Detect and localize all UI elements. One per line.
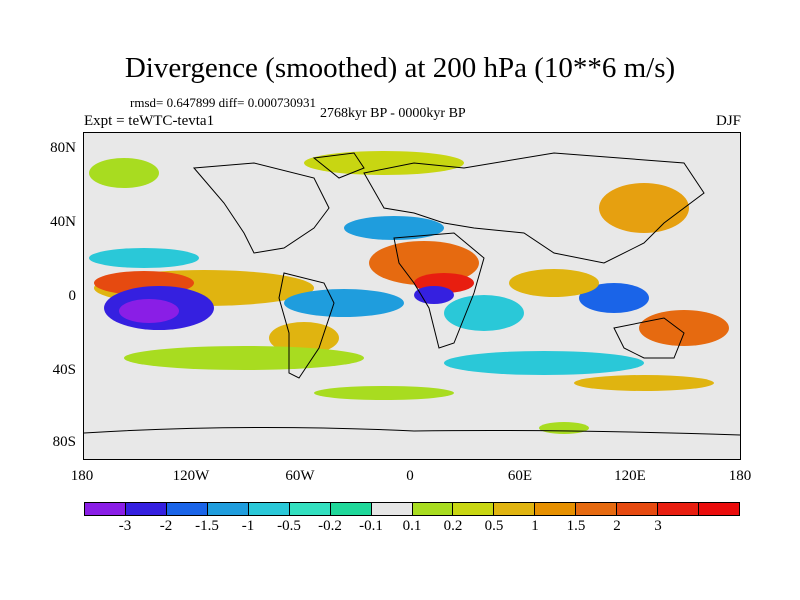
plot-title: Divergence (smoothed) at 200 hPa (10**6 … xyxy=(124,52,676,84)
colorbar-cell xyxy=(576,503,618,515)
colorbar-label: -1.5 xyxy=(195,518,219,534)
colorbar-cell xyxy=(412,503,454,515)
colorbar-cell xyxy=(371,503,413,515)
colorbar-label: 3 xyxy=(654,518,662,534)
colorbar-cell xyxy=(535,503,577,515)
x-label-0: 0 xyxy=(406,468,414,484)
y-label-80n: 80N xyxy=(50,140,76,156)
y-label-40s: 40S xyxy=(52,362,76,378)
map-panel xyxy=(83,132,741,460)
season-label: DJF xyxy=(715,113,741,129)
colorbar-label: 0.5 xyxy=(484,518,504,534)
colorbar-label: 0.2 xyxy=(443,518,463,534)
colorbar-cell xyxy=(248,503,290,515)
y-label-0: 0 xyxy=(68,288,77,304)
colorbar xyxy=(84,502,740,516)
colorbar-label: -0.2 xyxy=(318,518,342,534)
x-label-120e: 120E xyxy=(614,468,646,484)
colorbar-cell xyxy=(207,503,249,515)
colorbar-cell xyxy=(617,503,659,515)
colorbar-cell xyxy=(494,503,536,515)
x-label-180w: 180 xyxy=(70,468,94,484)
colorbar-cell xyxy=(289,503,331,515)
colorbar-cell xyxy=(166,503,208,515)
y-label-80s: 80S xyxy=(52,434,76,450)
stats-text: rmsd= 0.647899 diff= 0.000730931 xyxy=(130,95,316,110)
x-label-60w: 60W xyxy=(285,468,315,484)
colorbar-cell xyxy=(85,503,126,515)
colorbar-cell xyxy=(699,503,739,515)
x-label-60e: 60E xyxy=(507,468,533,484)
colorbar-cell xyxy=(658,503,700,515)
colorbar-label: -3 xyxy=(118,518,132,534)
divergence-field xyxy=(84,133,740,459)
colorbar-label: 0.1 xyxy=(402,518,422,534)
colorbar-label: 2 xyxy=(613,518,621,534)
experiment-label: Expt = teWTC-tevta1 xyxy=(84,113,215,129)
colorbar-cell xyxy=(453,503,495,515)
colorbar-label: -0.5 xyxy=(277,518,301,534)
colorbar-label: 1 xyxy=(531,518,539,534)
colorbar-cell xyxy=(330,503,372,515)
y-label-40n: 40N xyxy=(50,214,76,230)
colorbar-label: -0.1 xyxy=(359,518,383,534)
period-text: 2768kyr BP - 0000kyr BP xyxy=(320,106,466,121)
x-label-120w: 120W xyxy=(172,468,210,484)
colorbar-cell xyxy=(125,503,167,515)
x-label-180e: 180 xyxy=(728,468,752,484)
colorbar-label: -1 xyxy=(241,518,255,534)
colorbar-label: 1.5 xyxy=(566,518,586,534)
colorbar-label: -2 xyxy=(159,518,173,534)
